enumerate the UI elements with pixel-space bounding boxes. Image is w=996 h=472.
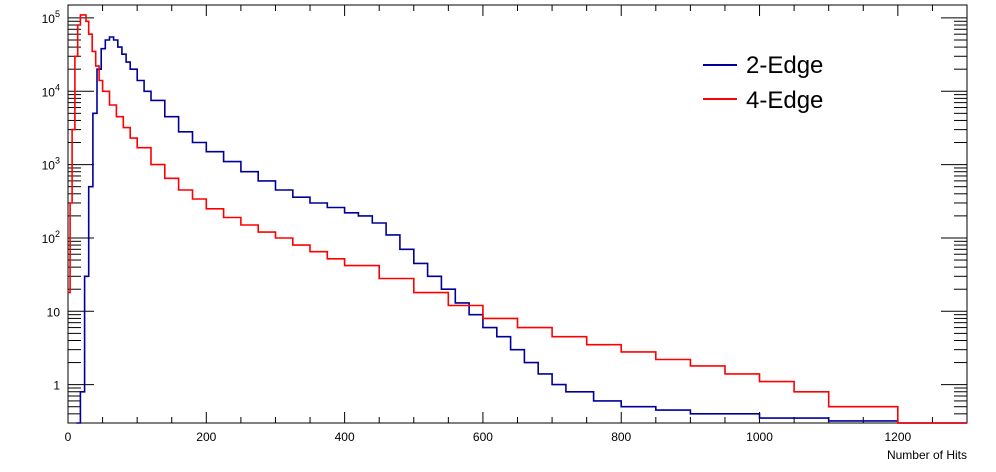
- y-axis-ticks: [68, 17, 967, 424]
- y-tick-label: 1: [53, 379, 60, 393]
- series-layer: [68, 14, 967, 424]
- legend-label-4-edge: 4-Edge: [746, 87, 823, 114]
- plot-frame: [67, 4, 968, 424]
- x-tick-label: 0: [65, 430, 72, 444]
- y-tick-labels: 1 10 102 103 104 105: [42, 9, 61, 393]
- x-tick-labels: 0 200 400 600 800 1000 1200: [65, 430, 912, 444]
- y-tick-label: 105: [42, 9, 60, 26]
- x-tick-label: 1200: [884, 430, 911, 444]
- y-tick-label: 102: [42, 229, 60, 246]
- y-tick-label: 103: [42, 156, 60, 173]
- series-line-2-edge: [76, 36, 967, 424]
- x-tick-label: 800: [611, 430, 631, 444]
- y-tick-label: 10: [47, 305, 61, 319]
- series-line-4-edge: [68, 14, 967, 424]
- y-tick-label: 104: [42, 82, 60, 99]
- legend: 2-Edge 4-Edge: [703, 52, 823, 114]
- x-axis-title: Number of Hits: [887, 448, 967, 462]
- x-axis-ticks: [67, 5, 968, 423]
- x-tick-label: 1000: [746, 430, 773, 444]
- x-tick-label: 200: [196, 430, 216, 444]
- legend-label-2-edge: 2-Edge: [746, 52, 823, 79]
- x-tick-label: 600: [473, 430, 493, 444]
- x-tick-label: 400: [335, 430, 355, 444]
